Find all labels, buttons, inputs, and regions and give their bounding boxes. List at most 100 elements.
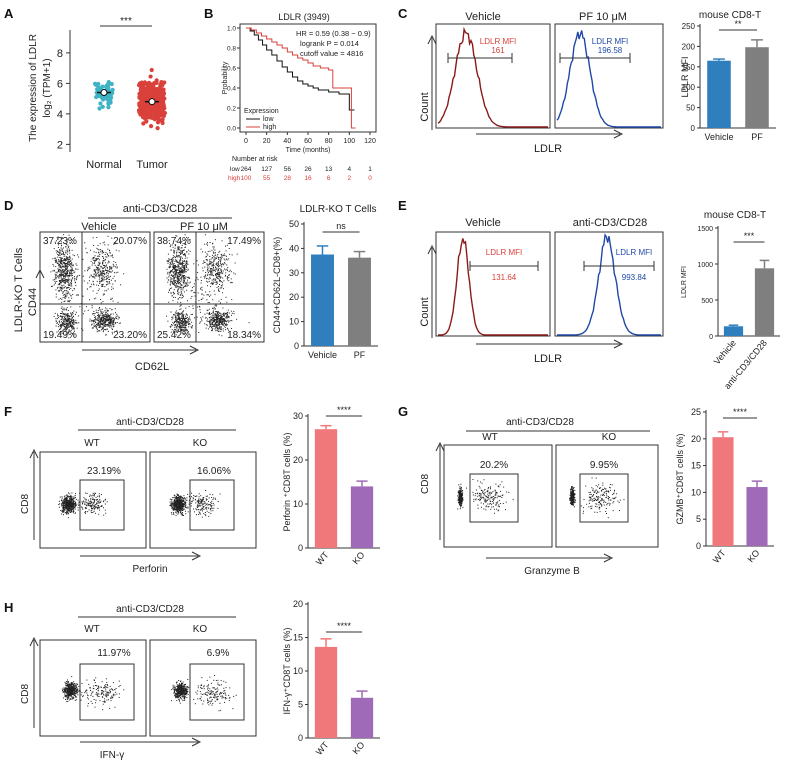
panel-d-event (186, 251, 188, 253)
panel-d-event (228, 258, 230, 260)
panel-f-event (195, 514, 197, 516)
panel-a-ytick-label: 4 (57, 109, 63, 121)
panel-d-event (170, 260, 172, 262)
panel-d-event (56, 252, 58, 254)
panel-d-event (106, 319, 108, 321)
panel-d-event (118, 316, 120, 318)
panel-d-event (62, 265, 64, 267)
panel-f-event (98, 502, 100, 504)
panel-d-event (70, 263, 72, 265)
panel-d-event (102, 274, 104, 276)
panel-d-event (181, 313, 183, 315)
panel-d-event (77, 254, 79, 256)
panel-d-event (209, 323, 211, 325)
panel-d-event (226, 259, 228, 261)
panel-f-event (172, 508, 174, 510)
panel-d-event (173, 281, 175, 283)
panel-d-event (187, 321, 189, 323)
panel-f-event (182, 508, 184, 510)
panel-d-event (105, 316, 107, 318)
panel-d-event (211, 322, 213, 324)
panel-f-event (210, 513, 212, 515)
panel-d-event (211, 243, 213, 245)
panel-d-event (184, 266, 186, 268)
panel-f-event (175, 508, 177, 510)
panel-f-event (69, 502, 71, 504)
panel-d-event (92, 327, 94, 329)
panel-d-event (53, 265, 55, 267)
panel-d-event (97, 267, 99, 269)
panel-d-event (90, 275, 92, 277)
panel-e-xaxis-arrow (613, 339, 624, 349)
panel-d-event (202, 263, 204, 265)
panel-d-event (218, 290, 220, 292)
panel-e-bar-ytick-label: 1000 (697, 262, 713, 269)
panel-d-event (218, 290, 220, 292)
panel-label-e: E (398, 198, 407, 213)
panel-f-event (69, 511, 71, 513)
panel-d-event (66, 315, 68, 317)
panel-d-event (179, 317, 181, 319)
panel-f-event (175, 497, 177, 499)
panel-f-event (71, 500, 73, 502)
panel-b-legend-high: high (263, 124, 276, 131)
panel-d-event (62, 291, 64, 293)
panel-d-event (62, 324, 64, 326)
panel-d-event (64, 259, 66, 261)
panel-d-event (60, 324, 62, 326)
panel-d-event (105, 325, 107, 327)
panel-d-event (102, 320, 104, 322)
panel-f-event (67, 501, 69, 503)
panel-d-event (74, 271, 76, 273)
panel-d-event (179, 252, 181, 254)
panel-d-event (96, 266, 98, 268)
panel-d-event (100, 273, 102, 275)
panel-d-event (215, 283, 217, 285)
panel-f-event (63, 507, 65, 509)
panel-d-event (116, 313, 118, 315)
panel-d-event (64, 296, 66, 298)
panel-d-event (68, 321, 70, 323)
panel-d-event (196, 260, 198, 262)
panel-d-event (179, 271, 181, 273)
panel-d-event (106, 267, 108, 269)
panel-d-event (64, 269, 66, 271)
panel-d-event (82, 313, 84, 315)
panel-f-event (64, 497, 66, 499)
panel-d-event (217, 312, 219, 314)
panel-d-event (174, 250, 176, 252)
panel-f-event (97, 500, 99, 502)
panel-d-event (71, 332, 73, 334)
panel-d-event (219, 276, 221, 278)
panel-d-event (98, 314, 100, 316)
panel-d-event (86, 270, 88, 272)
panel-d-event (92, 276, 94, 278)
panel-d-ylabel-marker: CD44 (27, 288, 39, 316)
panel-d-event (207, 264, 209, 266)
panel-d-event (68, 248, 70, 250)
panel-d-event (104, 328, 106, 330)
panel-f-event (66, 496, 68, 498)
panel-c-mfi-label-vehicle: LDLR MFI (480, 37, 516, 46)
panel-d-event (212, 257, 214, 259)
panel-d-event (107, 310, 109, 312)
panel-d-event (93, 269, 95, 271)
panel-f-event (184, 497, 186, 499)
panel-d-event (110, 298, 112, 300)
panel-f-event (69, 495, 71, 497)
panel-f-event (93, 498, 95, 500)
panel-d-event (68, 316, 70, 318)
panel-d-event (183, 321, 185, 323)
panel-d-event (181, 252, 183, 254)
panel-d-event (169, 272, 171, 274)
panel-f-event (177, 507, 179, 509)
panel-d-event (204, 313, 206, 315)
panel-d-event (185, 261, 187, 263)
panel-f-event (179, 506, 181, 508)
panel-d-event (183, 291, 185, 293)
panel-d-event (204, 243, 206, 245)
panel-d-event (61, 298, 63, 300)
panel-d-event (211, 257, 213, 259)
panel-d-event (56, 272, 58, 274)
